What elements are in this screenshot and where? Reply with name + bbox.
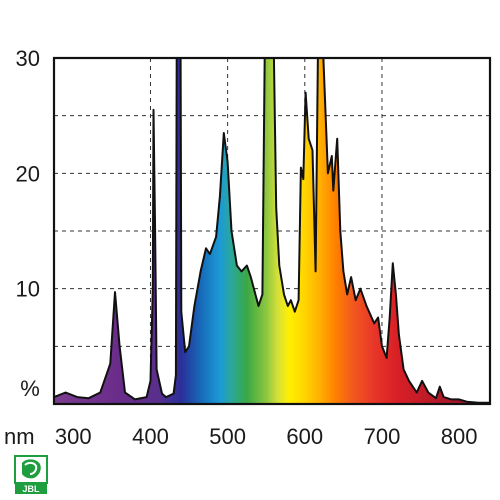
y-tick-label: 10 xyxy=(16,277,40,302)
x-tick-label: 600 xyxy=(286,424,323,449)
y-tick-label: 30 xyxy=(16,46,40,71)
plot-frame xyxy=(52,56,492,406)
x-tick-label: 800 xyxy=(441,424,478,449)
y-tick-labels: 10 20 30 xyxy=(16,46,40,302)
x-axis-label: nm xyxy=(4,424,35,449)
y-tick-label: 20 xyxy=(16,161,40,186)
x-tick-labels: 300 400 500 600 700 800 xyxy=(55,424,478,449)
x-tick-label: 500 xyxy=(209,424,246,449)
x-tick-label: 300 xyxy=(55,424,92,449)
y-axis-label: % xyxy=(20,376,40,401)
x-tick-label: 700 xyxy=(364,424,401,449)
x-tick-label: 400 xyxy=(132,424,169,449)
logo-text: JBL xyxy=(22,484,40,494)
jbl-logo: JBL xyxy=(14,455,48,495)
spectrum-area xyxy=(54,58,490,404)
